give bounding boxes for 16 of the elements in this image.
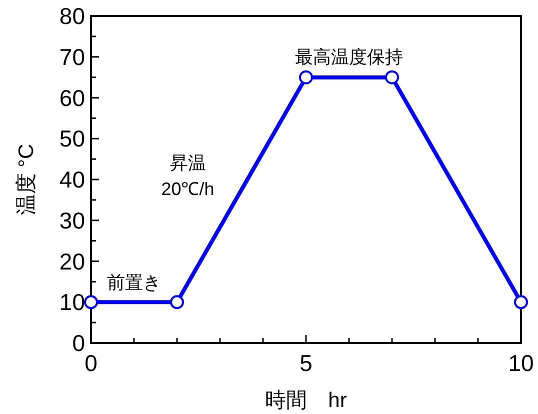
y-tick-label: 30 — [59, 207, 85, 234]
annotation: 昇温 20℃/h — [161, 153, 214, 200]
y-tick-label: 60 — [59, 84, 85, 111]
annotation: 前置き — [107, 272, 161, 293]
x-tick-label: 5 — [300, 350, 312, 376]
y-tick-label: 0 — [72, 330, 85, 356]
annotation: 最高温度保持 — [295, 46, 403, 67]
x-axis-title: 時間 hr — [265, 389, 347, 412]
y-tick-label: 70 — [59, 44, 85, 70]
y-axis-title: 温度 °C — [15, 144, 38, 216]
y-tick-label: 20 — [59, 248, 85, 274]
y-tick-label: 80 — [59, 3, 85, 29]
y-tick-label: 10 — [59, 289, 85, 316]
y-tick-label: 40 — [59, 166, 85, 192]
y-tick-label: 50 — [59, 126, 85, 152]
x-tick-label: 10 — [508, 350, 534, 376]
